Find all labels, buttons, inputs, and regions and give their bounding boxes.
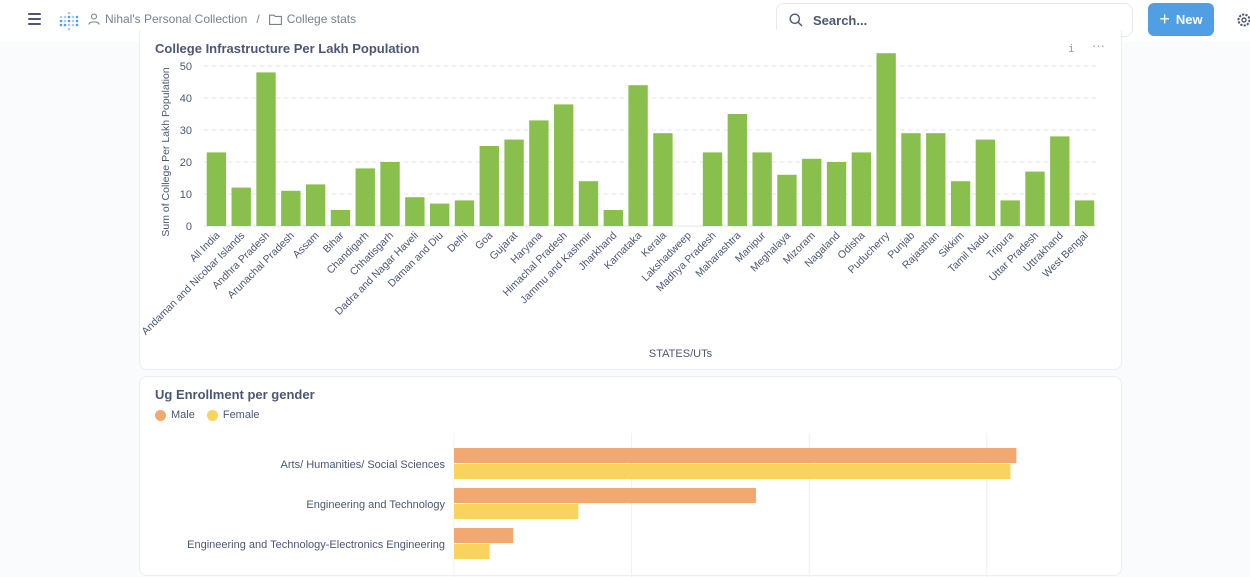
ug-enrollment-card: Ug Enrollment per gender Male Female Art… xyxy=(139,376,1122,577)
x-tick-label: Delhi xyxy=(445,230,470,255)
bar xyxy=(950,181,971,226)
bar xyxy=(653,133,673,226)
bar xyxy=(1050,136,1070,226)
y-axis-label: Sum of College Per Lakh Population xyxy=(160,67,172,236)
bar xyxy=(206,152,227,226)
bar-female xyxy=(454,464,1011,479)
person-icon xyxy=(88,13,100,25)
y-tick-label: 0 xyxy=(186,221,192,233)
hamburger-icon[interactable] xyxy=(28,13,41,27)
legend-swatch xyxy=(155,409,166,421)
bar xyxy=(901,133,921,226)
card-title[interactable]: College Infrastructure Per Lakh Populati… xyxy=(155,41,420,56)
bar xyxy=(603,210,623,226)
info-icon[interactable]: i xyxy=(1068,42,1075,55)
bar xyxy=(752,152,772,226)
breadcrumb-personal-collection[interactable]: Nihal's Personal Collection xyxy=(88,12,247,26)
legend-swatch xyxy=(206,409,218,421)
breadcrumb-label: College stats xyxy=(286,12,357,26)
new-button-label: New xyxy=(1175,12,1203,27)
bar xyxy=(1074,200,1095,226)
bar xyxy=(380,162,400,226)
more-options-icon[interactable]: ··· xyxy=(1092,38,1105,53)
bar xyxy=(429,203,450,226)
bar xyxy=(355,168,375,226)
bar xyxy=(628,85,648,226)
bar xyxy=(529,120,549,226)
bar xyxy=(851,152,872,226)
y-category-label: Arts/ Humanities/ Social Sciences xyxy=(281,459,446,471)
chart-legend: Male Female xyxy=(155,409,260,421)
x-tick-label: Andaman and Nicobar Islands xyxy=(140,230,247,338)
bar xyxy=(504,139,524,226)
search-placeholder: Search... xyxy=(813,12,868,28)
legend-item-male[interactable]: Male xyxy=(155,409,195,421)
bar xyxy=(256,72,276,227)
y-tick-label: 20 xyxy=(180,157,192,169)
card-title[interactable]: Ug Enrollment per gender xyxy=(155,387,315,402)
bar-male xyxy=(454,448,1017,463)
gear-icon[interactable] xyxy=(1236,12,1250,28)
bar xyxy=(479,146,499,226)
metabase-logo[interactable] xyxy=(56,8,82,34)
plus-icon: + xyxy=(1159,8,1170,29)
bar xyxy=(1000,200,1020,226)
breadcrumb-college-stats[interactable]: College stats xyxy=(268,12,357,26)
bar xyxy=(702,152,723,226)
bar xyxy=(305,184,326,226)
y-tick-label: 40 xyxy=(180,93,192,105)
x-tick-label: Assam xyxy=(291,229,322,260)
breadcrumb: Nihal's Personal Collection / College st… xyxy=(88,12,356,26)
bar xyxy=(802,158,822,226)
bar-male xyxy=(454,528,514,543)
breadcrumb-label: Nihal's Personal Collection xyxy=(105,12,248,26)
bar xyxy=(1025,171,1045,226)
legend-item-female[interactable]: Female xyxy=(206,409,260,421)
bar xyxy=(777,174,797,226)
y-category-label: Engineering and Technology xyxy=(306,499,445,511)
legend-label: Male xyxy=(171,409,195,421)
bar xyxy=(405,197,425,226)
bar xyxy=(926,133,946,226)
bar xyxy=(330,210,351,226)
bar xyxy=(876,53,896,227)
folder-icon xyxy=(268,14,282,25)
bar-female xyxy=(454,504,579,519)
x-axis-label: STATES/UTs xyxy=(649,348,713,360)
bar xyxy=(975,139,996,226)
bar-male xyxy=(454,488,756,503)
bar xyxy=(578,181,599,226)
legend-label: Female xyxy=(222,409,260,421)
search-icon xyxy=(789,13,803,27)
bar-female xyxy=(454,544,490,559)
y-tick-label: 50 xyxy=(180,61,192,73)
infra-chart-card: College Infrastructure Per Lakh Populati… xyxy=(139,30,1122,370)
bar xyxy=(231,187,251,226)
bar xyxy=(281,190,301,226)
y-category-label: Engineering and Technology-Electronics E… xyxy=(187,539,445,551)
new-button[interactable]: + New xyxy=(1148,3,1214,36)
y-tick-label: 30 xyxy=(180,125,192,137)
ug-enrollment-chart: Arts/ Humanities/ Social Sciences Enginee… xyxy=(187,433,1017,577)
y-tick-label: 10 xyxy=(180,189,192,201)
bar xyxy=(727,114,747,226)
bar xyxy=(454,200,475,226)
bar xyxy=(826,162,847,226)
bar xyxy=(554,104,574,226)
breadcrumb-separator: / xyxy=(256,12,260,26)
